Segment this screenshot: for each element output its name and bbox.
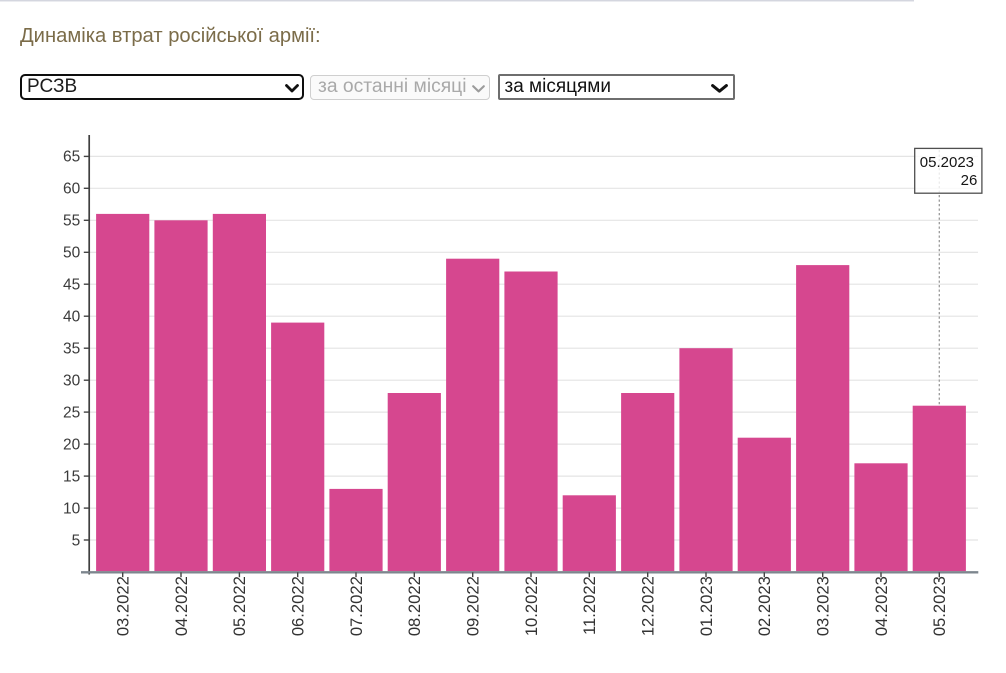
svg-text:03.2022: 03.2022 (114, 576, 133, 636)
svg-text:35: 35 (63, 341, 80, 358)
svg-text:04.2023: 04.2023 (872, 576, 891, 636)
svg-text:26: 26 (961, 172, 978, 189)
svg-text:55: 55 (63, 213, 80, 230)
svg-text:60: 60 (63, 181, 81, 198)
svg-text:12.2022: 12.2022 (639, 576, 658, 636)
svg-text:05.2023: 05.2023 (930, 576, 949, 636)
svg-text:11.2022: 11.2022 (580, 576, 599, 635)
svg-text:06.2022: 06.2022 (289, 576, 308, 636)
svg-text:02.2023: 02.2023 (755, 576, 774, 636)
svg-text:05.2022: 05.2022 (230, 576, 249, 636)
svg-text:05.2023: 05.2023 (920, 154, 974, 171)
svg-text:09.2022: 09.2022 (464, 576, 483, 636)
svg-text:65: 65 (63, 149, 80, 166)
svg-text:08.2022: 08.2022 (405, 576, 424, 636)
svg-text:10.2022: 10.2022 (522, 576, 541, 636)
svg-text:20: 20 (63, 436, 81, 453)
svg-text:07.2022: 07.2022 (347, 576, 366, 636)
svg-text:5: 5 (72, 532, 81, 549)
svg-text:40: 40 (63, 309, 81, 326)
svg-text:03.2023: 03.2023 (814, 576, 833, 636)
svg-text:04.2022: 04.2022 (172, 576, 191, 636)
svg-text:25: 25 (63, 404, 80, 421)
svg-text:10: 10 (63, 500, 81, 517)
svg-text:30: 30 (63, 373, 81, 390)
svg-text:01.2023: 01.2023 (697, 576, 716, 636)
svg-text:15: 15 (63, 468, 80, 485)
svg-text:45: 45 (63, 277, 80, 294)
svg-text:50: 50 (63, 245, 81, 262)
